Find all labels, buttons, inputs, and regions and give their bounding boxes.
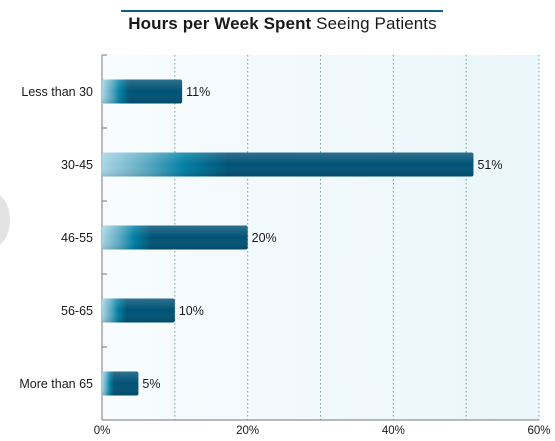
category-label: 56-65 xyxy=(61,304,93,318)
chart-title-regular: Seeing Patients xyxy=(311,14,437,33)
bar-shine xyxy=(102,371,139,396)
x-tick-label: 40% xyxy=(382,425,405,437)
decorative-circle xyxy=(0,193,10,247)
chart-title-bold: Hours per Week Spent xyxy=(128,14,312,33)
chart-title: Hours per Week Spent Seeing Patients xyxy=(0,14,555,34)
bar-shine xyxy=(102,79,183,104)
chart-title-block: Hours per Week Spent Seeing Patients xyxy=(0,0,555,40)
labels: 0% 20% 40% 60% Less than 30 11% 30-45 51% 46-55 2… xyxy=(19,85,550,437)
data-label: 11% xyxy=(186,85,210,99)
x-tick-label: 0% xyxy=(94,425,111,437)
x-tick-label: 60% xyxy=(527,425,550,437)
bar-shine xyxy=(102,152,474,177)
x-tick-label: 20% xyxy=(236,425,259,437)
category-label: Less than 30 xyxy=(21,85,93,99)
bar-shine xyxy=(102,298,175,323)
data-label: 20% xyxy=(252,231,277,245)
category-label: More than 65 xyxy=(19,377,93,391)
title-underline-rule xyxy=(121,10,443,12)
data-label: 51% xyxy=(477,158,502,172)
bars xyxy=(102,79,474,396)
bar-shine xyxy=(102,225,248,250)
gridlines xyxy=(174,55,540,420)
category-label: 46-55 xyxy=(61,231,93,245)
data-label: 5% xyxy=(142,377,160,391)
data-label: 10% xyxy=(179,304,204,318)
category-label: 30-45 xyxy=(61,158,93,172)
